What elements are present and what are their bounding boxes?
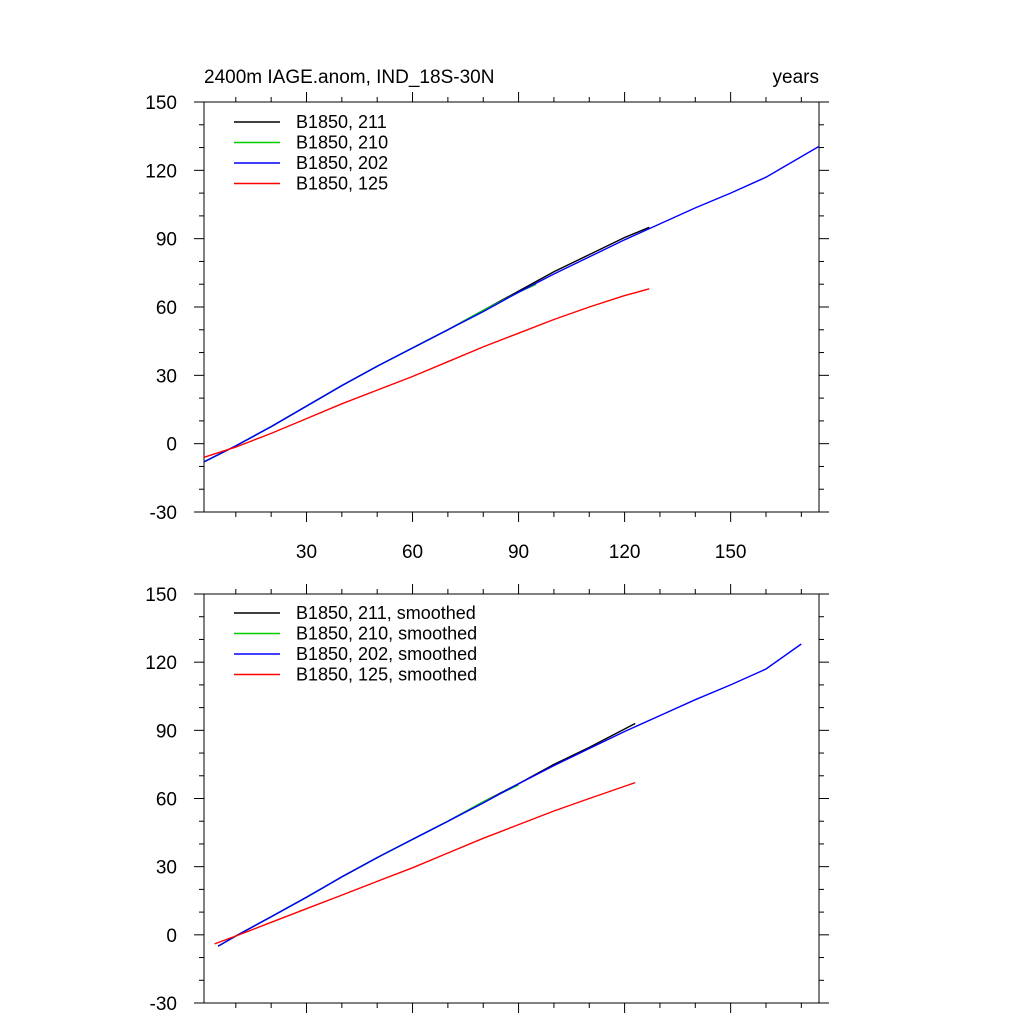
legend-label-3: B1850, 125, smoothed: [296, 665, 477, 685]
series-line-3: [214, 781, 636, 945]
y-tick-label: 0: [166, 435, 177, 456]
y-tick-label: 90: [156, 721, 177, 742]
legend-label-2: B1850, 202: [296, 153, 388, 173]
y-tick-label: 150: [145, 585, 177, 606]
series-line-1: [217, 784, 519, 947]
legend-label-0: B1850, 211, smoothed: [296, 603, 476, 623]
x-tick-label: 150: [715, 542, 747, 563]
legend-label-0: B1850, 211: [296, 112, 387, 132]
series-line-2: [203, 145, 820, 463]
x-tick-label: 120: [609, 542, 641, 563]
x-tick-label: 30: [296, 542, 317, 563]
y-tick-label: 120: [145, 653, 177, 674]
chart-title: 2400m IAGE.anom, IND_18S-30N: [204, 67, 494, 88]
series-line-1: [203, 283, 537, 463]
y-tick-label: -30: [150, 503, 177, 524]
y-tick-label: 30: [156, 858, 177, 879]
y-tick-label: -30: [150, 994, 177, 1015]
legend-label-1: B1850, 210, smoothed: [296, 624, 477, 644]
legend-label-2: B1850, 202, smoothed: [296, 644, 477, 664]
y-tick-label: 150: [145, 93, 177, 114]
y-tick-label: 60: [156, 790, 177, 811]
top-plot-area: -30 0 30 60 90 120 150 30 60 90 120 150: [145, 92, 829, 563]
y-tick-label: 60: [156, 298, 177, 319]
legend-label-3: B1850, 125: [296, 174, 388, 194]
legend-label-1: B1850, 210: [296, 133, 388, 153]
y-tick-label: 0: [166, 926, 177, 947]
y-tick-label: 90: [156, 230, 177, 251]
series-line-2: [217, 643, 802, 947]
series-line-3: [203, 288, 650, 458]
y-tick-label: 120: [145, 161, 177, 182]
chart-units-label: years: [773, 67, 819, 88]
top-panel: 2400m IAGE.anom, IND_18S-30N years -30 0 3…: [145, 67, 829, 563]
y-tick-label: 30: [156, 366, 177, 387]
x-tick-label: 90: [508, 542, 529, 563]
bottom-plot-area: -30 0 30 60 90 120 150: [145, 584, 829, 1015]
x-tick-label: 60: [402, 542, 423, 563]
